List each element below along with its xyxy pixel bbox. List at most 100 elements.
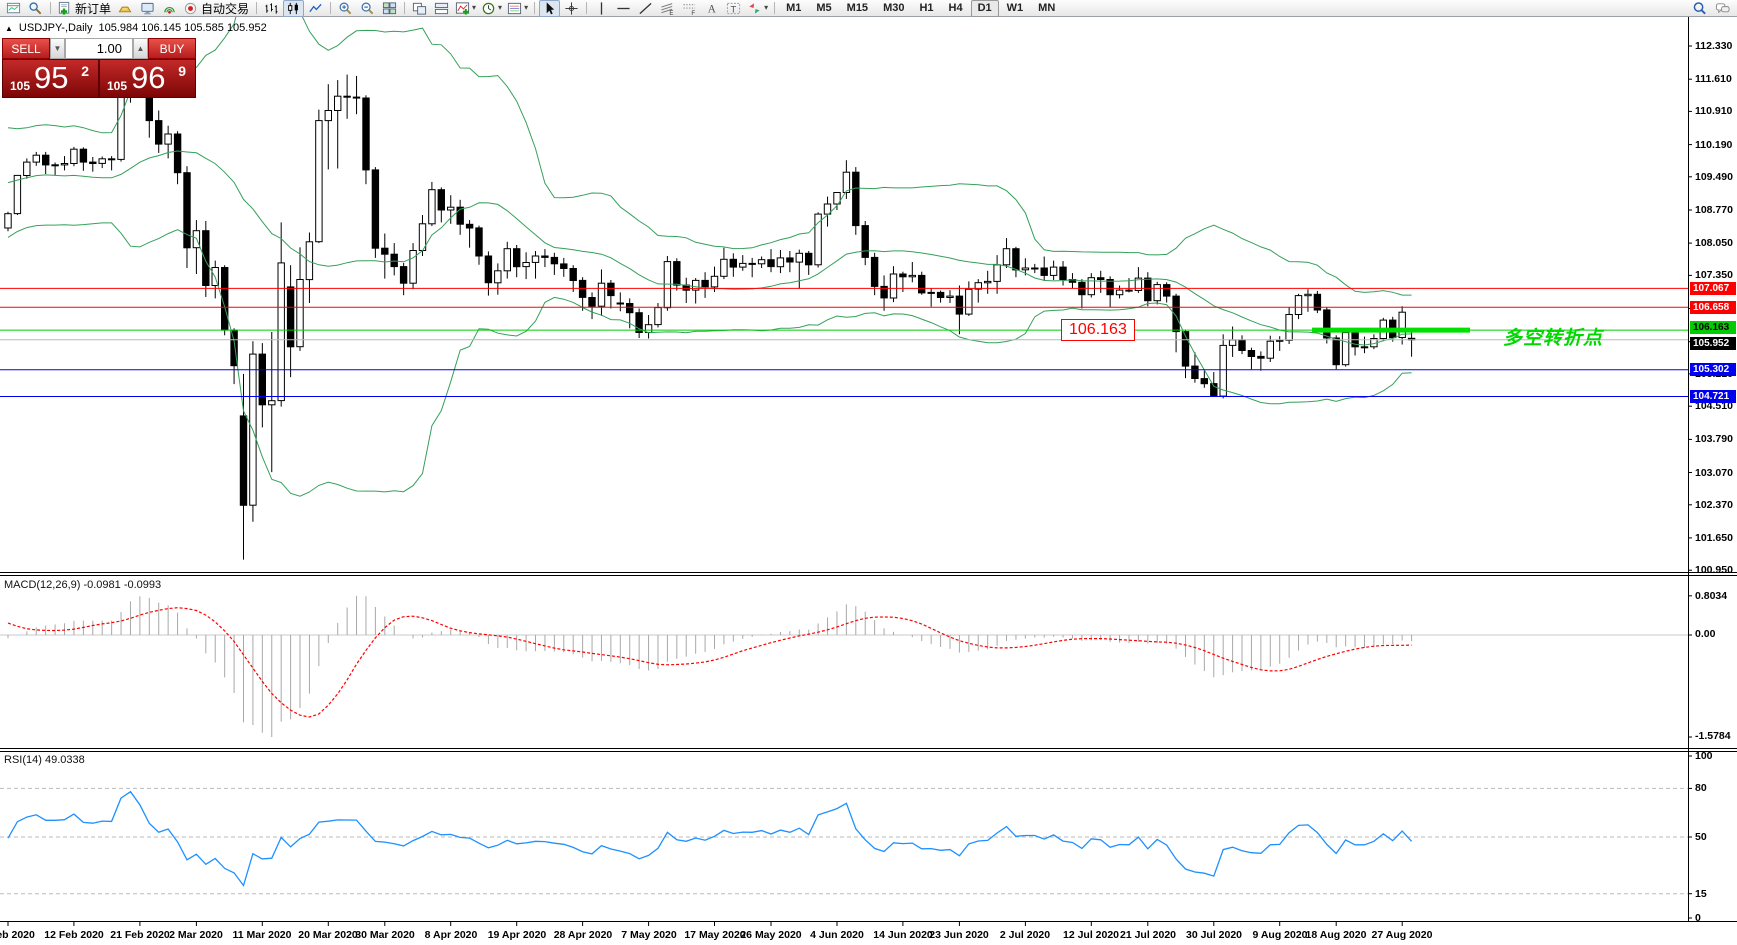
sell-button[interactable]: SELL <box>2 38 50 59</box>
svg-text:A: A <box>708 3 717 15</box>
timeframe-button-M30[interactable]: M30 <box>883 1 905 14</box>
charts-window-button[interactable] <box>3 0 24 17</box>
svg-text:E: E <box>669 10 673 16</box>
timeframe-button-H1[interactable]: H1 <box>919 1 934 14</box>
candlestick-chart-button[interactable] <box>283 0 305 17</box>
timeframe-button-MN[interactable]: MN <box>1038 1 1056 14</box>
toolbar-right-icons <box>1689 0 1737 17</box>
vline-button[interactable] <box>591 0 612 17</box>
crosshair-button[interactable] <box>561 0 582 17</box>
bollinger-lower-band <box>7 222 1412 497</box>
market-watch-button[interactable] <box>25 0 46 17</box>
fibo-icon-glyph: E <box>661 2 674 16</box>
timeframe-button-M15[interactable]: M15 <box>846 1 869 14</box>
zoom-out-button[interactable] <box>357 0 378 17</box>
timeframe-button-M1[interactable]: M1 <box>786 1 802 14</box>
autotrading-icon-label: 自动交易 <box>201 1 250 16</box>
templates-icon-glyph <box>508 2 522 14</box>
sell-quote-box[interactable]: 105 95 2 <box>2 59 99 98</box>
zoom-in-icon-glyph <box>339 2 352 14</box>
macd-signal-line <box>7 607 1412 718</box>
signals-button[interactable] <box>159 0 180 17</box>
buy-button[interactable]: BUY <box>148 38 196 59</box>
cursor-icon-glyph <box>546 1 555 14</box>
text-icon-glyph: A <box>708 3 717 15</box>
add-indicator-icon-glyph <box>455 1 470 15</box>
bollinger-middle-band <box>7 150 1412 346</box>
timeframe-button-H4[interactable]: H4 <box>948 1 963 14</box>
search-button[interactable] <box>1689 0 1710 17</box>
autotrading-icon-glyph <box>184 2 197 14</box>
text-label-button[interactable]: T <box>723 0 744 17</box>
bar-chart-button[interactable] <box>261 0 282 17</box>
chat-icon-glyph <box>1715 2 1730 13</box>
svg-text:T: T <box>731 4 737 14</box>
text-button[interactable]: A <box>701 0 722 17</box>
toolbar-separator <box>50 2 51 14</box>
macd-indicator-label: MACD(12,26,9) -0.0981 -0.0993 <box>4 579 162 591</box>
price-level-annotation[interactable]: 106.163 <box>1061 319 1135 341</box>
chart-ohlc-values: 105.984 106.145 105.585 105.952 <box>98 22 267 34</box>
toolbar-separator <box>534 2 536 14</box>
trendline-button[interactable] <box>635 0 656 17</box>
templates-button[interactable]: ▾ <box>505 0 530 17</box>
turning-point-annotation[interactable]: 多空转折点 <box>1503 328 1604 349</box>
dropdown-arrow-icon[interactable]: ▾ <box>524 3 529 12</box>
toolbar: 新订单 自动交易 ▾ ▾ ▾ E F A T ▾ M1 M5 M15 M30 H1 H4 D1 W1 MN <box>0 0 1737 17</box>
tile-windows-button[interactable] <box>379 0 400 17</box>
channels-icon-glyph: F <box>683 3 695 16</box>
add-indicator-button[interactable]: ▾ <box>453 0 478 17</box>
sell-price-prefix: 105 <box>10 79 31 93</box>
timeframe-button-D1[interactable]: D1 <box>970 0 999 17</box>
chat-button[interactable] <box>1712 0 1733 17</box>
channels-button[interactable]: F <box>679 0 700 17</box>
arrows-icon-glyph <box>749 2 760 14</box>
arrange-windows-icon-glyph <box>434 2 449 14</box>
toolbar-separator <box>404 2 406 14</box>
charts-window-icon-glyph <box>6 2 21 13</box>
gold-button[interactable] <box>115 0 136 17</box>
toolbar-separator <box>774 2 776 14</box>
toolbar-separator <box>330 2 332 14</box>
auto-arrange-button[interactable] <box>409 0 430 17</box>
dropdown-arrow-icon[interactable]: ▾ <box>764 3 769 12</box>
one-click-trading-panel: SELL ▼ ▲ BUY 105 95 2 105 96 9 <box>2 38 196 98</box>
buy-quote-box[interactable]: 105 96 9 <box>99 59 196 98</box>
new-order-button[interactable]: 新订单 <box>55 0 114 17</box>
timeframe-button-M5[interactable]: M5 <box>816 1 832 14</box>
bar-chart-icon-glyph <box>265 2 278 14</box>
buy-price-big: 96 <box>131 60 166 95</box>
sell-price-big: 95 <box>34 60 69 95</box>
cursor-button[interactable] <box>539 0 561 17</box>
market-watch-icon-glyph <box>29 1 42 14</box>
volume-decrease-button[interactable]: ▼ <box>50 38 65 59</box>
dropdown-arrow-icon[interactable]: ▾ <box>498 3 503 12</box>
chart-header: ▲ USDJPY-,Daily 105.984 106.145 105.585 … <box>5 22 267 34</box>
bollinger-upper-band <box>7 0 1412 296</box>
arrows-button[interactable]: ▾ <box>745 0 770 17</box>
timeframe-button-W1[interactable]: W1 <box>1006 1 1024 14</box>
svg-text:F: F <box>691 10 695 16</box>
volume-increase-button[interactable]: ▲ <box>133 38 148 59</box>
sell-price-pip: 2 <box>81 63 89 79</box>
zoom-out-icon-glyph <box>361 2 374 14</box>
line-chart-button[interactable] <box>305 0 326 17</box>
zoom-in-button[interactable] <box>335 0 356 17</box>
terminal-icon-glyph <box>141 2 154 14</box>
hline-button[interactable] <box>613 0 634 17</box>
trendline-icon-glyph <box>639 2 652 14</box>
signals-icon-glyph <box>164 6 175 14</box>
candlestick-chart-icon-glyph <box>288 2 298 14</box>
autotrading-button[interactable]: 自动交易 <box>181 0 252 17</box>
collapse-one-click-icon[interactable]: ▲ <box>5 23 13 33</box>
dropdown-arrow-icon[interactable]: ▾ <box>472 3 477 12</box>
periods-button[interactable]: ▾ <box>479 0 504 17</box>
buy-price-prefix: 105 <box>107 79 128 93</box>
vline-icon-glyph <box>600 1 603 15</box>
periods-icon-glyph <box>482 2 495 14</box>
arrange-windows-button[interactable] <box>431 0 452 17</box>
fibo-button[interactable]: E <box>657 0 678 17</box>
volume-input[interactable] <box>65 38 133 59</box>
terminal-button[interactable] <box>137 0 158 17</box>
